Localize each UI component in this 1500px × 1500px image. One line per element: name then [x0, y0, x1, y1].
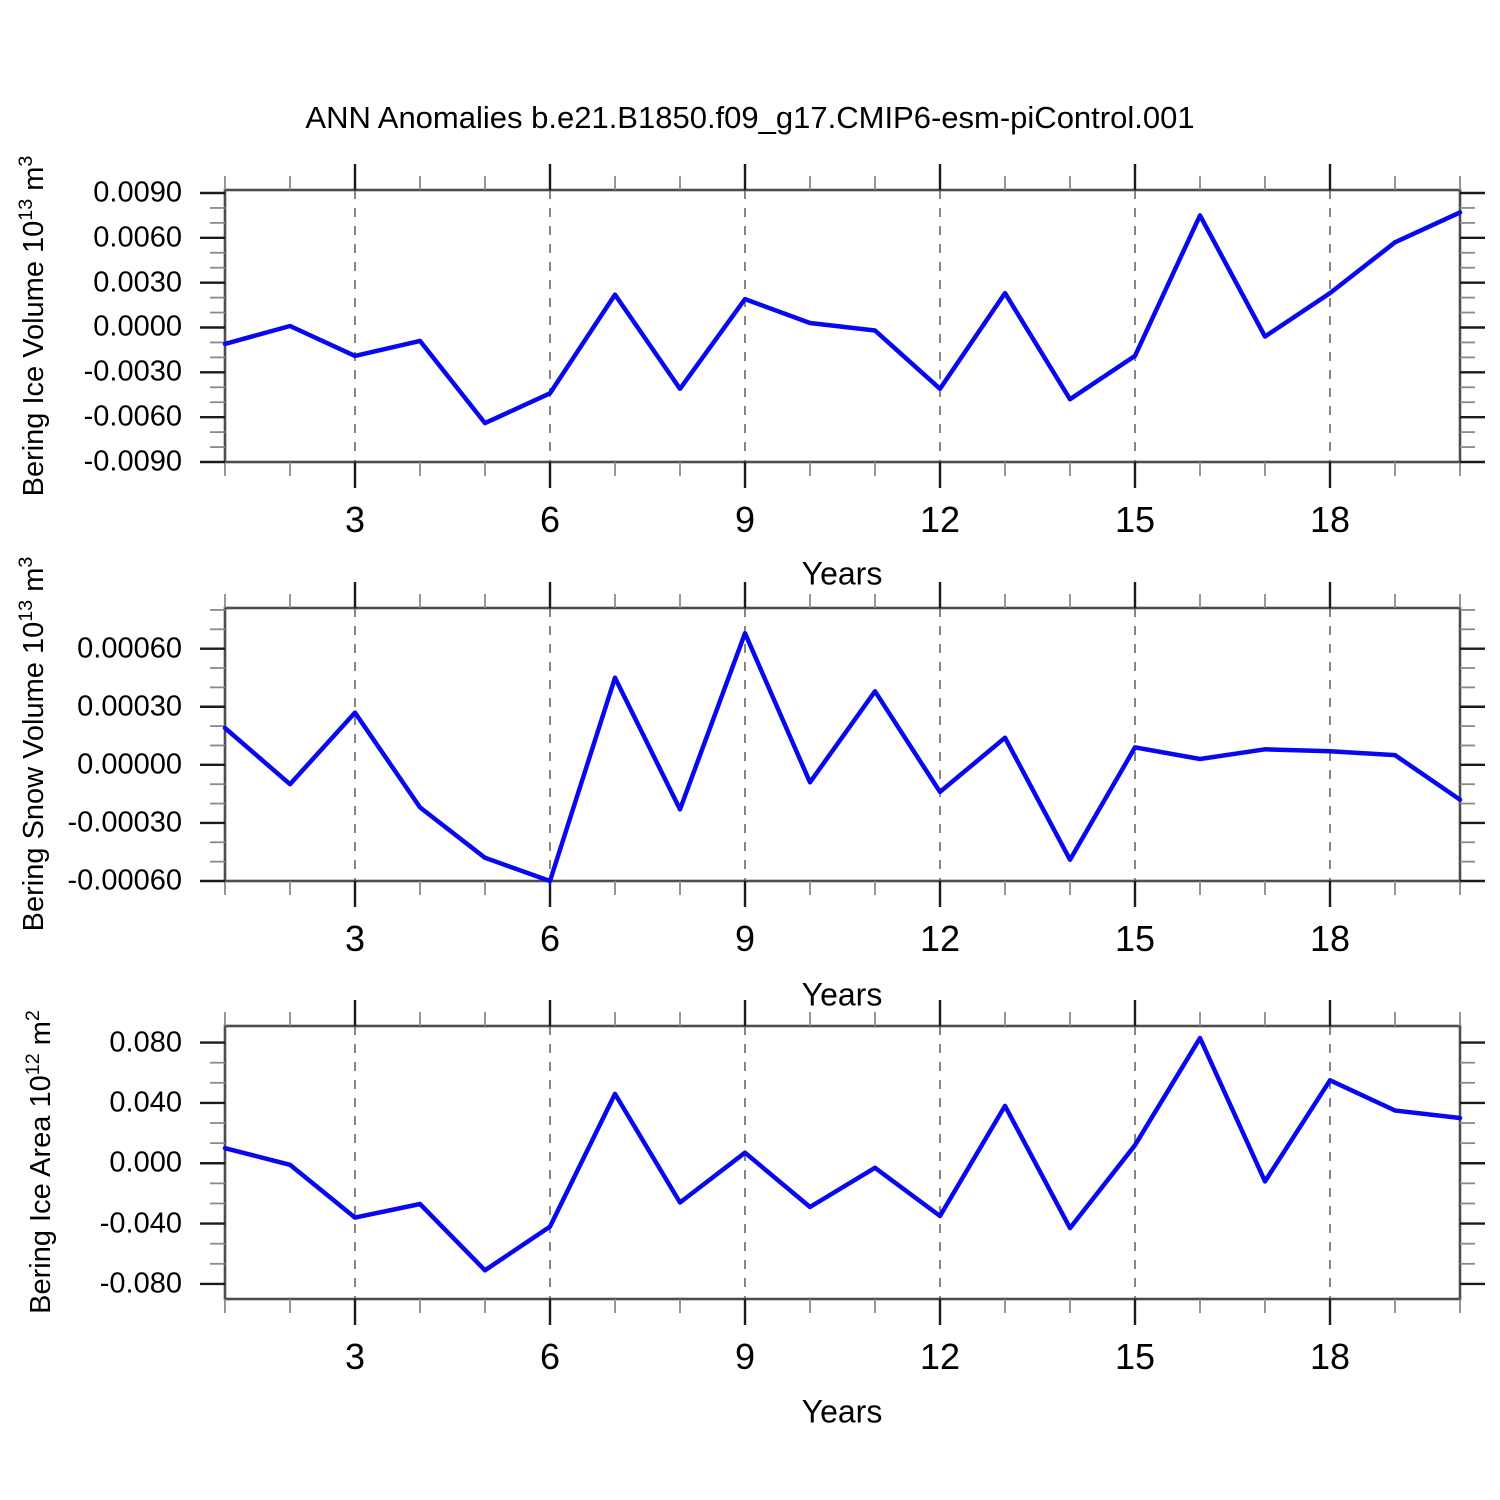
x-tick-label: 9: [734, 499, 756, 540]
y-tick-label: -0.00030: [67, 806, 183, 839]
y-axis-label-unit-exponent: 2: [22, 1010, 45, 1022]
y-tick-label: -0.080: [99, 1267, 182, 1300]
y-axis-label-text: Bering Snow Volume 10: [17, 621, 50, 932]
x-tick-label: 12: [919, 499, 961, 540]
x-axis-label-panel1: Years: [801, 555, 883, 592]
y-axis-label-unit: m: [24, 1021, 57, 1054]
y-tick-label: 0.00000: [77, 748, 182, 781]
y-axis-label-text: Bering Ice Volume 10: [17, 220, 50, 497]
panel-bering-snow-volume: [200, 582, 1485, 907]
y-tick-label: 0.080: [109, 1026, 182, 1059]
y-tick-label: -0.0030: [83, 355, 182, 388]
data-line-bering-snow-volume: [222, 630, 1463, 884]
y-axis-label-unit-exponent: 3: [15, 556, 38, 568]
x-tick-label: 18: [1309, 918, 1351, 959]
x-axis-label-panel2: Years: [801, 976, 883, 1013]
plot-frame: [223, 188, 1462, 464]
y-tick-label: -0.0090: [83, 445, 182, 478]
y-axis-label-snow-volume: Bering Snow Volume 1013 m3: [15, 557, 51, 932]
x-tick-label: 18: [1309, 1336, 1351, 1377]
x-tick-label: 18: [1309, 499, 1351, 540]
x-tick-label: 12: [919, 1336, 961, 1377]
y-tick-label: 0.0090: [93, 176, 182, 209]
x-tick-label: 9: [734, 918, 756, 959]
y-axis-label-exponent: 13: [15, 198, 38, 221]
y-axis-label-text: Bering Ice Area 10: [24, 1075, 57, 1314]
y-axis-label-unit-exponent: 3: [15, 155, 38, 167]
y-axis-label-unit: m: [17, 166, 50, 199]
y-axis-label-ice-area: Bering Ice Area 1012 m2: [22, 1010, 58, 1314]
y-axis-label-exponent: 13: [15, 599, 38, 622]
x-tick-label: 3: [344, 499, 366, 540]
y-tick-label: 0.0060: [93, 221, 182, 254]
x-tick-label: 9: [734, 1336, 756, 1377]
y-tick-label: 0.0000: [93, 310, 182, 343]
x-tick-label: 6: [539, 499, 561, 540]
x-tick-label: 15: [1114, 1336, 1156, 1377]
x-tick-label: 12: [919, 918, 961, 959]
x-tick-label: 15: [1114, 918, 1156, 959]
data-line-bering-ice-area: [222, 1035, 1463, 1273]
y-axis-label-unit: m: [17, 567, 50, 600]
x-tick-label: 3: [344, 918, 366, 959]
y-tick-label: 0.0030: [93, 266, 182, 299]
y-axis-label-ice-volume: Bering Ice Volume 1013 m3: [15, 156, 51, 497]
panel-bering-ice-volume: [200, 164, 1485, 488]
y-tick-label: 0.000: [109, 1146, 182, 1179]
x-tick-label: 6: [539, 1336, 561, 1377]
x-tick-label: 6: [539, 918, 561, 959]
x-axis-label-panel3: Years: [801, 1393, 883, 1430]
plot-frame: [223, 606, 1462, 883]
y-tick-label: -0.0060: [83, 400, 182, 433]
x-tick-label: 3: [344, 1336, 366, 1377]
y-tick-label: -0.040: [99, 1207, 182, 1240]
data-line-bering-ice-volume: [222, 210, 1463, 426]
x-tick-label: 15: [1114, 499, 1156, 540]
y-tick-label: -0.00060: [67, 864, 183, 897]
y-tick-label: 0.00060: [77, 632, 182, 665]
y-axis-label-exponent: 12: [22, 1053, 45, 1076]
y-tick-label: 0.00030: [77, 690, 182, 723]
chart-title: ANN Anomalies b.e21.B1850.f09_g17.CMIP6-…: [305, 100, 1195, 135]
panel-bering-ice-area: [200, 1000, 1485, 1325]
y-tick-label: 0.040: [109, 1086, 182, 1119]
